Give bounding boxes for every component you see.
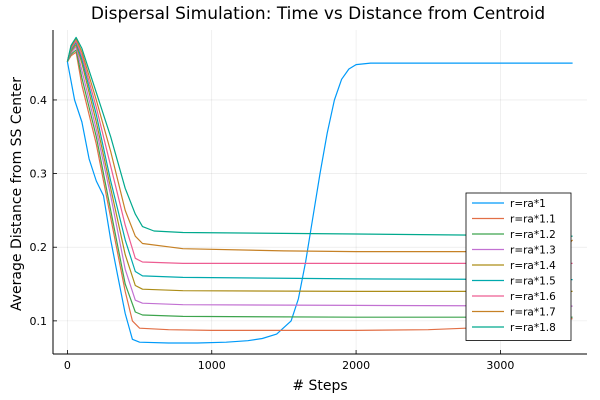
series-line-2	[66, 51, 573, 331]
legend-label: r=ra*1.6	[510, 291, 556, 303]
y-tick-label: 0.1	[30, 315, 48, 328]
series-line-7	[66, 40, 573, 264]
legend-label: r=ra*1.8	[510, 322, 556, 334]
legend-label: r=ra*1.2	[510, 229, 556, 241]
x-tick-label: 3000	[486, 359, 514, 372]
chart-title: Dispersal Simulation: Time vs Distance f…	[91, 4, 545, 24]
legend-label: r=ra*1.5	[510, 276, 556, 288]
series-line-1	[66, 61, 573, 344]
x-tick-label: 2000	[342, 359, 370, 372]
series-line-4	[66, 46, 573, 307]
legend-box	[465, 192, 572, 341]
legend: r=ra*1 r=ra*1.1 r=ra*1.2 r=ra*1.3 r=ra*1.4 r=…	[465, 192, 572, 341]
x-axis-label: # Steps	[292, 378, 347, 394]
series-line-5	[66, 44, 573, 292]
y-tick-label: 0.4	[30, 94, 48, 107]
legend-label: r=ra*1.3	[510, 245, 556, 257]
series-line-3	[66, 49, 573, 318]
x-tick-label: 0	[64, 359, 71, 372]
x-tick-labels: 0 1000 2000 3000	[64, 359, 514, 372]
series-line-9	[66, 36, 573, 237]
legend-label: r=ra*1.1	[510, 214, 556, 226]
y-tick-label: 0.2	[30, 241, 48, 254]
x-tick-label: 1000	[198, 359, 226, 372]
series-lines	[66, 36, 574, 344]
legend-label: r=ra*1.7	[510, 307, 556, 319]
y-tick-labels: 0.1 0.2 0.3 0.4	[30, 94, 48, 328]
legend-label: r=ra*1.4	[510, 260, 556, 272]
y-tick-label: 0.3	[30, 168, 48, 181]
y-axis-label: Average Distance from SS Center	[9, 77, 25, 311]
axes	[52, 30, 587, 355]
series-line-6	[66, 41, 573, 281]
legend-label: r=ra*1	[510, 198, 546, 210]
